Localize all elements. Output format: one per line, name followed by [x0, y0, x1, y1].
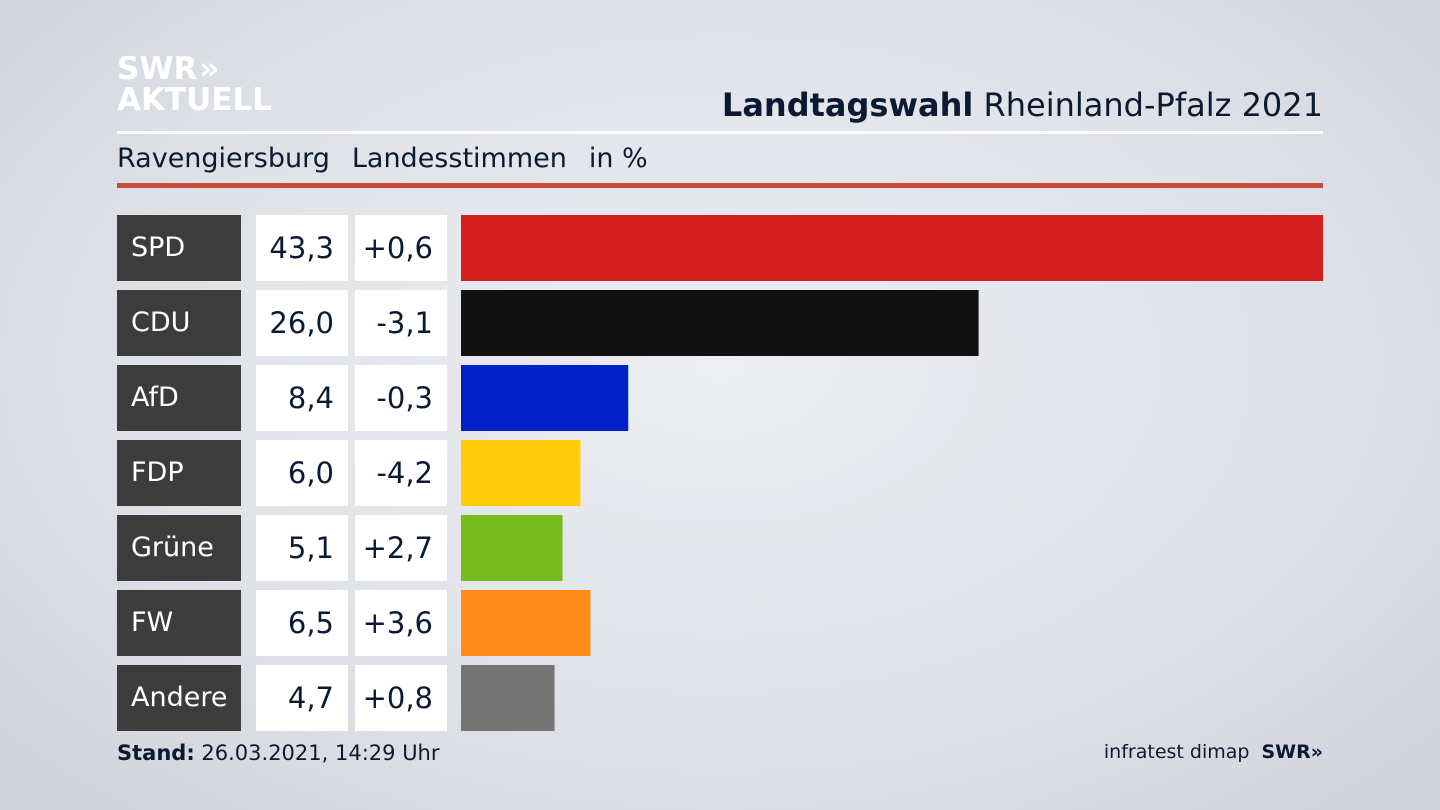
- page-title: Landtagswahl Rheinland-Pfalz 2021: [722, 86, 1323, 124]
- vote-share-value: 6,0: [256, 440, 348, 506]
- subheader: Ravengiersburg Landesstimmen in %: [117, 143, 648, 174]
- party-label: SPD: [117, 215, 241, 281]
- vote-change-value: -0,3: [355, 365, 447, 431]
- bar-grüne: [461, 515, 563, 581]
- bar-spd: [461, 215, 1323, 281]
- logo-line2: AKTUELL: [117, 82, 273, 118]
- vote-change-value: +3,6: [355, 590, 447, 656]
- subheader-divider: [117, 183, 1323, 188]
- vote-share-value: 5,1: [256, 515, 348, 581]
- timestamp-value: 26.03.2021, 14:29 Uhr: [201, 741, 440, 765]
- bar-fdp: [461, 440, 581, 506]
- result-row: CDU 26,0 -3,1: [117, 290, 1323, 356]
- result-row: SPD 43,3 +0,6: [117, 215, 1323, 281]
- vote-share-value: 43,3: [256, 215, 348, 281]
- vote-share-value: 8,4: [256, 365, 348, 431]
- party-label: CDU: [117, 290, 241, 356]
- result-row: Andere 4,7 +0,8: [117, 665, 1323, 731]
- bar-cdu: [461, 290, 979, 356]
- source-credit: infratest dimap SWR»: [1104, 741, 1323, 763]
- result-row: AfD 8,4 -0,3: [117, 365, 1323, 431]
- vote-change-value: +0,8: [355, 665, 447, 731]
- party-label: Grüne: [117, 515, 241, 581]
- result-row: FW 6,5 +3,6: [117, 590, 1323, 656]
- vote-change-value: +2,7: [355, 515, 447, 581]
- timestamp-label: Stand:: [117, 741, 195, 765]
- results-bar-chart: [461, 215, 1323, 731]
- result-row: FDP 6,0 -4,2: [117, 440, 1323, 506]
- vote-share-value: 4,7: [256, 665, 348, 731]
- timestamp: Stand: 26.03.2021, 14:29 Uhr: [117, 741, 440, 765]
- result-row: Grüne 5,1 +2,7: [117, 515, 1323, 581]
- party-label: Andere: [117, 665, 241, 731]
- vote-share-value: 6,5: [256, 590, 348, 656]
- logo-arrows-icon: »: [199, 51, 220, 87]
- party-label: FW: [117, 590, 241, 656]
- party-label: FDP: [117, 440, 241, 506]
- logo-line1: SWR: [117, 51, 198, 87]
- subheader-type: Landesstimmen: [351, 143, 567, 174]
- swr-aktuell-logo: SWR» AKTUELL: [117, 54, 272, 116]
- title-bold: Landtagswahl: [721, 86, 974, 124]
- vote-share-value: 26,0: [256, 290, 348, 356]
- vote-change-value: -4,2: [355, 440, 447, 506]
- subheader-unit: in %: [588, 143, 648, 174]
- swr-small-logo: SWR»: [1261, 741, 1323, 763]
- title-rest: Rheinland-Pfalz 2021: [983, 86, 1323, 124]
- bar-andere: [461, 665, 555, 731]
- vote-change-value: +0,6: [355, 215, 447, 281]
- bar-afd: [461, 365, 629, 431]
- subheader-place: Ravengiersburg: [117, 143, 330, 174]
- vote-change-value: -3,1: [355, 290, 447, 356]
- header-divider: [117, 131, 1323, 134]
- bar-fw: [461, 590, 591, 656]
- party-label: AfD: [117, 365, 241, 431]
- source-label: infratest dimap: [1103, 741, 1250, 763]
